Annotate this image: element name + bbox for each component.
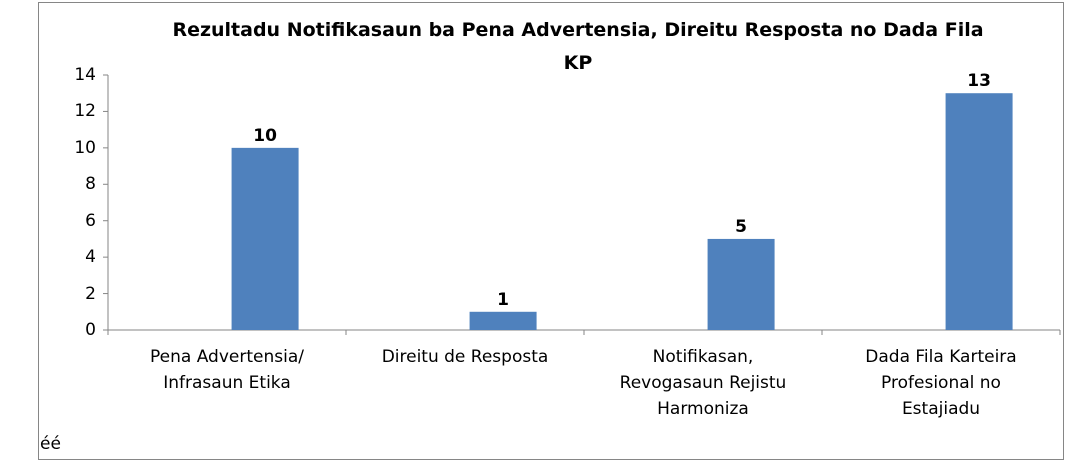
bar [231,147,299,330]
y-tick-label: 2 [85,283,96,304]
bar [707,238,775,330]
y-tick-label: 12 [74,101,96,122]
bar [469,311,537,330]
bar [945,93,1013,330]
y-tick-label: 6 [85,210,96,231]
data-label: 5 [735,216,747,237]
y-tick-label: 0 [85,320,96,340]
chart-title: Rezultadu Notifikasaun ba Pena Advertens… [172,19,984,74]
x-tick-label: Notifikasan, Revogasaun Rejistu Harmoniz… [619,347,787,419]
data-label: 10 [253,125,277,146]
footnote: éé [40,434,61,454]
y-tick-label: 10 [74,137,96,158]
y-tick-label: 8 [85,174,96,195]
x-tick-label: Direitu de Resposta [381,347,549,367]
data-label: 1 [497,289,509,310]
chart-border [38,2,1064,460]
x-tick-label: Dada Fila Karteira Profesional no Estaji… [865,347,1017,419]
data-label: 13 [967,71,991,92]
y-tick-label: 14 [74,65,96,85]
x-tick-label: Pena Advertensia/ Infrasaun Etika [150,347,304,393]
y-tick-label: 4 [85,247,96,268]
